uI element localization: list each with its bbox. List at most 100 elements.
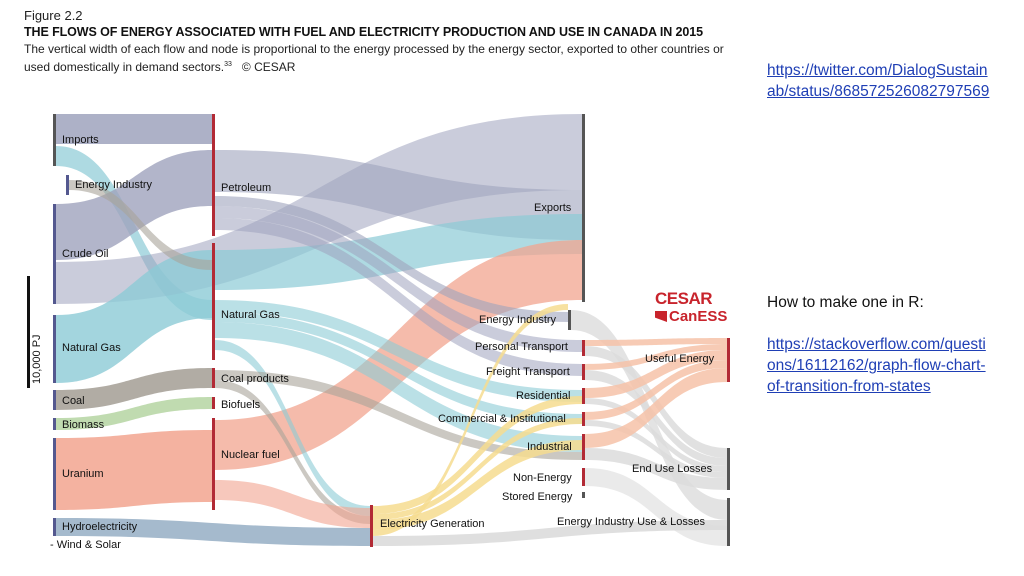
label-crude-oil: Crude Oil xyxy=(62,248,108,260)
logo-group: CESAR CanESS xyxy=(655,290,735,326)
flow-elec-residential xyxy=(373,396,582,514)
label-non-energy: Non-Energy xyxy=(513,472,572,484)
flow-res-losses xyxy=(585,398,727,472)
flow-ng-industrial xyxy=(215,322,582,452)
scale-bar: 10,000 PJ xyxy=(27,276,43,388)
side-notes: https://twitter.com/DialogSustainab/stat… xyxy=(767,60,992,397)
stored-energy-bar xyxy=(582,492,585,498)
flow-com-useful xyxy=(585,360,727,420)
industrial-bar xyxy=(582,434,585,460)
label-electricity-generation: Electricity Generation xyxy=(380,518,485,530)
label-coal: Coal xyxy=(62,395,85,407)
node-labels: Imports Energy Industry Crude Oil Natural G… xyxy=(50,134,715,551)
flow-petroleum-energyind xyxy=(215,196,568,322)
flow-nuclear-elec xyxy=(215,480,370,528)
flow-ng-exports xyxy=(215,214,582,290)
end-use-losses-bar xyxy=(727,448,730,490)
figure-label: Figure 2.2 xyxy=(24,8,83,23)
flow-ng-mid xyxy=(56,250,212,383)
natural-gas-src-bar xyxy=(53,315,56,383)
hydro-bar xyxy=(53,518,56,536)
energy-industry-src-bar xyxy=(66,175,69,195)
flow-petroleum-exports xyxy=(215,150,582,240)
label-end-use-losses: End Use Losses xyxy=(632,463,713,475)
natural-gas-mid-bar xyxy=(212,243,215,360)
coal-bar xyxy=(53,390,56,410)
cesar-logo: CESAR xyxy=(655,289,713,308)
figure-subtitle: The vertical width of each flow and node… xyxy=(24,42,724,75)
flow-res-useful xyxy=(585,350,727,398)
label-energy-industry-dem: Energy Industry xyxy=(479,314,557,326)
caness-logo-text: CanESS xyxy=(669,308,728,325)
label-uranium: Uranium xyxy=(62,468,104,480)
label-stored-energy: Stored Energy xyxy=(502,491,573,503)
flow-coal-elec xyxy=(215,380,370,524)
flow-imports-petroleum xyxy=(56,114,212,144)
scale-bar-line xyxy=(27,276,30,388)
label-freight-transport: Freight Transport xyxy=(486,366,570,378)
biofuels-bar xyxy=(212,397,215,409)
flow-uranium-nuclear xyxy=(56,430,212,510)
freight-transport-bar xyxy=(582,364,585,380)
nuclear-fuel-bar xyxy=(212,418,215,510)
label-coal-products: Coal products xyxy=(221,373,289,385)
flow-elec-industrial xyxy=(373,440,582,530)
flow-ng-residential xyxy=(215,300,582,402)
flow-petroleum-freight xyxy=(215,218,582,376)
biomass-bar xyxy=(53,418,56,430)
flow-hydro-elec xyxy=(56,518,370,546)
petroleum-bar xyxy=(212,114,215,236)
label-energy-industry-src: Energy Industry xyxy=(75,179,153,191)
label-natural-gas-mid: Natural Gas xyxy=(221,309,280,321)
label-exports: Exports xyxy=(534,202,572,214)
energy-industry-losses-bar xyxy=(727,498,730,546)
flow-links xyxy=(56,114,727,546)
flow-ind-useful xyxy=(585,368,727,448)
flow-petroleum-personal xyxy=(215,206,582,352)
label-industrial: Industrial xyxy=(527,441,572,453)
label-imports: Imports xyxy=(62,134,99,146)
label-biomass: Biomass xyxy=(62,419,105,431)
label-personal-transport: Personal Transport xyxy=(475,341,568,353)
flow-freight-losses xyxy=(585,370,727,466)
twitter-link[interactable]: https://twitter.com/DialogSustainab/stat… xyxy=(767,62,990,100)
scale-bar-label: 10,000 PJ xyxy=(31,334,43,384)
label-nuclear-fuel: Nuclear fuel xyxy=(221,449,280,461)
flow-com-losses xyxy=(585,420,727,478)
residential-bar xyxy=(582,388,585,404)
flow-elec-losses xyxy=(373,520,727,546)
personal-transport-bar xyxy=(582,340,585,356)
label-energy-industry-losses: Energy Industry Use & Losses xyxy=(557,516,705,528)
electricity-generation-bar xyxy=(370,505,373,547)
non-energy-bar xyxy=(582,468,585,486)
commercial-bar xyxy=(582,412,585,426)
footnote-ref: 33 xyxy=(224,61,232,68)
label-commercial: Commercial & Institutional xyxy=(438,413,566,425)
flow-energy-ind-grey xyxy=(69,180,212,270)
uranium-bar xyxy=(53,438,56,510)
flow-coal-products xyxy=(56,368,212,410)
coal-products-bar xyxy=(212,368,215,388)
stackoverflow-link[interactable]: https://stackoverflow.com/questions/1611… xyxy=(767,336,986,395)
flow-coal-industrial xyxy=(215,370,582,460)
label-hydro: Hydroelectricity xyxy=(62,521,138,533)
crude-oil-bar xyxy=(53,204,56,304)
copyright-text: © CESAR xyxy=(241,60,296,74)
energy-industry-dem-bar xyxy=(568,310,571,330)
caness-logo: CanESS xyxy=(655,308,735,326)
caness-mark-icon xyxy=(655,311,667,322)
flow-ind-losses xyxy=(585,448,727,490)
flow-biomass-biofuels xyxy=(56,397,212,430)
subtitle-text: The vertical width of each flow and node… xyxy=(24,42,724,74)
flow-elec-energyind xyxy=(373,304,568,536)
label-petroleum: Petroleum xyxy=(221,182,271,194)
flow-ng-elec xyxy=(215,340,370,516)
flow-elec-commercial xyxy=(373,418,582,520)
useful-energy-bar xyxy=(727,338,730,382)
label-residential: Residential xyxy=(516,390,570,402)
label-natural-gas-src: Natural Gas xyxy=(62,342,121,354)
flow-crude-petroleum xyxy=(56,150,212,260)
sankey-diagram: Imports Energy Industry Crude Oil Natural G… xyxy=(27,114,730,551)
figure-title: THE FLOWS OF ENERGY ASSOCIATED WITH FUEL… xyxy=(24,25,703,39)
imports-bar xyxy=(53,114,56,166)
